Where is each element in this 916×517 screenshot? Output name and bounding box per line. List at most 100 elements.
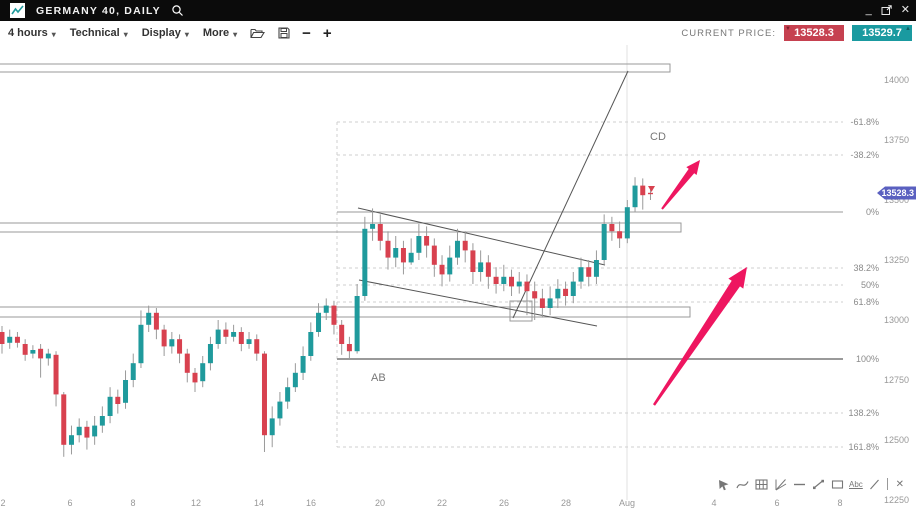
candlestick <box>231 332 237 337</box>
highlight-arrow-icon <box>661 160 700 210</box>
timeframe-dropdown[interactable]: 4 hours ▾ <box>8 27 56 39</box>
candlestick <box>624 207 630 239</box>
candlestick <box>316 312 322 332</box>
candlestick <box>586 267 592 277</box>
time-axis-label: 20 <box>375 498 385 508</box>
candlestick <box>53 354 59 395</box>
popout-icon[interactable] <box>881 5 892 16</box>
candlestick <box>200 363 206 382</box>
price-axis-label: 13500 <box>884 195 909 205</box>
zoom-out-button[interactable]: − <box>302 24 311 42</box>
fib-level-label: 138.2% <box>848 408 879 418</box>
fan-lines-tool-icon[interactable] <box>773 477 787 491</box>
title-bar: GERMANY 40, DAILY _ ✕ <box>0 0 916 21</box>
candlestick <box>501 276 507 284</box>
candlestick <box>138 324 144 364</box>
candlestick <box>107 396 113 416</box>
candlestick <box>354 296 360 352</box>
open-folder-icon[interactable] <box>250 27 266 39</box>
candlestick <box>146 312 152 325</box>
chart-canvas[interactable]: -61.8% -38.2% 0% 38.2% 50% 61.8% 100% 138.2% 161… <box>0 45 916 517</box>
candlestick <box>300 356 306 373</box>
candlestick <box>493 276 499 284</box>
price-axis-label: 13000 <box>884 315 909 325</box>
current-price-panel: CURRENT PRICE: ▼ 13528.3 ▲ 13529.7 <box>681 21 912 45</box>
candlestick <box>92 425 98 437</box>
candlestick <box>431 245 437 265</box>
technical-dropdown[interactable]: Technical ▾ <box>69 27 128 39</box>
rectangle-tool-icon[interactable] <box>830 477 844 491</box>
pointer-tool-icon[interactable] <box>716 477 730 491</box>
candlestick <box>416 236 422 253</box>
chevron-down-icon: ▾ <box>123 29 128 39</box>
candlestick <box>45 353 51 359</box>
candlestick <box>30 350 36 354</box>
zoom-in-button[interactable]: + <box>322 24 332 42</box>
time-axis-label: 6 <box>67 498 72 508</box>
candlestick <box>439 264 445 275</box>
candlestick <box>647 192 653 195</box>
trend-line-tool-icon[interactable] <box>811 477 825 491</box>
candlestick <box>308 332 314 356</box>
candlestick <box>277 401 283 419</box>
candlestick <box>377 224 383 241</box>
display-dropdown[interactable]: Display ▾ <box>141 27 189 39</box>
fib-level-label: 61.8% <box>853 297 879 307</box>
candlestick <box>331 305 337 325</box>
candlestick <box>524 281 530 292</box>
drawing-toolbar: Abc ✕ <box>716 477 907 491</box>
candlestick <box>454 240 460 258</box>
candlestick <box>370 224 376 229</box>
curve-tool-icon[interactable] <box>735 477 749 491</box>
chevron-down-icon: ▾ <box>184 29 189 39</box>
candlestick <box>617 231 623 239</box>
save-icon[interactable] <box>278 27 290 39</box>
candlestick <box>362 228 368 296</box>
candlestick <box>539 298 545 308</box>
candlestick <box>246 339 252 344</box>
candlestick <box>339 324 345 344</box>
text-tool[interactable]: Abc <box>849 479 863 489</box>
candlestick <box>393 248 399 258</box>
bid-price-badge[interactable]: ▼ 13528.3 <box>784 25 844 41</box>
search-icon[interactable] <box>171 4 184 17</box>
current-price-axis-value: 13528.3 <box>881 188 914 198</box>
candlestick <box>61 394 67 445</box>
more-dropdown[interactable]: More ▾ <box>202 27 238 39</box>
time-axis-label: 6 <box>774 498 779 508</box>
candlestick <box>22 344 28 355</box>
ask-price-badge[interactable]: ▲ 13529.7 <box>852 25 912 41</box>
close-icon[interactable]: ✕ <box>900 4 910 16</box>
candlestick <box>563 288 569 296</box>
candlestick <box>130 363 136 380</box>
candlestick <box>7 336 13 343</box>
price-axis-label: 13750 <box>884 135 909 145</box>
candlestick <box>123 380 129 403</box>
price-axis-label: 14000 <box>884 75 909 85</box>
horizontal-line-tool-icon[interactable] <box>792 477 806 491</box>
candlestick <box>285 387 291 402</box>
grid-tool-icon[interactable] <box>754 477 768 491</box>
candlestick <box>292 372 298 388</box>
chart-toolbar: 4 hours ▾ Technical ▾ Display ▾ More ▾ <box>0 21 916 46</box>
price-zone-rectangle <box>0 63 671 73</box>
trend-line <box>512 70 629 319</box>
candlestick <box>161 329 167 347</box>
last-price-tick-icon <box>648 186 655 192</box>
diagonal-line-tool-icon[interactable] <box>868 477 882 491</box>
candlestick <box>177 339 183 354</box>
candlestick <box>14 336 20 343</box>
delete-drawing-button[interactable]: ✕ <box>895 478 904 490</box>
candlestick <box>238 332 244 344</box>
annotation-label-cd: CD <box>650 131 666 143</box>
candlestick <box>385 240 391 258</box>
fib-level-label: 50% <box>861 280 879 290</box>
candlestick <box>99 416 105 426</box>
candlestick <box>261 353 267 436</box>
candlestick <box>640 185 646 196</box>
price-axis-label: 12750 <box>884 375 909 385</box>
time-axis-label: 4 <box>711 498 716 508</box>
annotation-label-ab: AB <box>371 372 386 384</box>
minimize-button[interactable]: _ <box>865 4 872 16</box>
